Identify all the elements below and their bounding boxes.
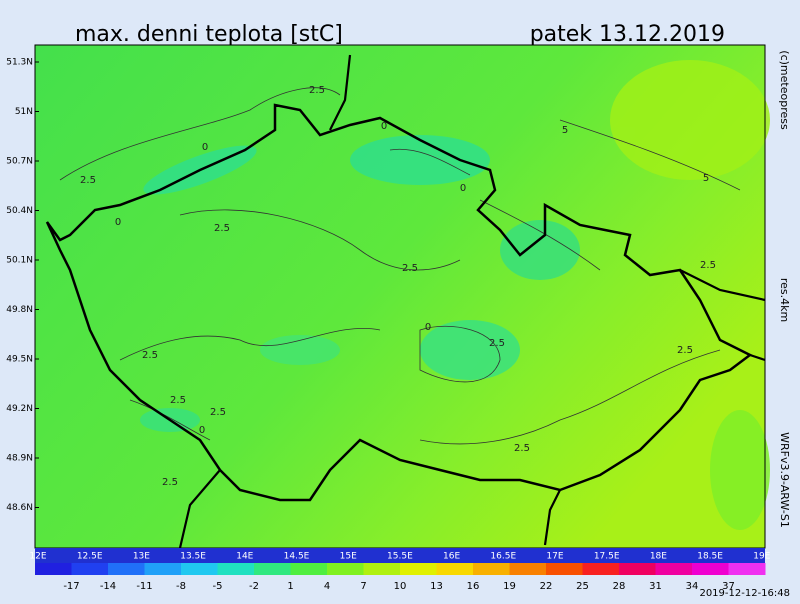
lon-label: 13.5E: [180, 552, 206, 562]
colorbar-label: 16: [467, 581, 480, 592]
contour-label: 0: [199, 425, 205, 436]
colorbar-label: 28: [613, 581, 626, 592]
colorbar-segment: [728, 563, 766, 575]
lat-label: 51N: [15, 107, 33, 117]
colorbar-segment: [509, 563, 547, 575]
neighbour-borders: [178, 54, 766, 549]
colorbar-segment: [71, 563, 109, 575]
colorbar-segment: [181, 563, 218, 575]
colorbar-label: 19: [503, 581, 516, 592]
colorbar-label: 34: [686, 581, 699, 592]
timestamp: 2019-12-12-16:48: [699, 588, 790, 599]
resolution: res.4km: [778, 278, 791, 322]
colorbar-label: 13: [430, 581, 443, 592]
colorbar-segment: [108, 563, 145, 575]
colorbar-segment: [327, 563, 364, 575]
colorbar-segment: [655, 563, 693, 575]
colorbar-label: -2: [249, 581, 259, 592]
contour-label: 5: [562, 125, 568, 136]
contour-label: 2.5: [700, 260, 716, 271]
model-name: WRFv3.9-ARW-S1: [778, 432, 791, 528]
contour-label: 0: [202, 142, 208, 153]
colorbar-label: 4: [324, 581, 330, 592]
lon-label: 14.5E: [284, 552, 310, 562]
map-title: max. denni teplota [stC]: [75, 22, 343, 47]
colorbar-segment: [400, 563, 437, 575]
colorbar-segment: [582, 563, 620, 575]
colorbar-segment: [546, 563, 583, 575]
lon-label: 15.5E: [387, 552, 413, 562]
lon-label: 16E: [443, 552, 460, 562]
contour-label: 0: [425, 322, 431, 333]
lon-label: 12E: [29, 552, 46, 562]
lon-label: 12.5E: [77, 552, 103, 562]
colorbar-segment: [436, 563, 474, 575]
lat-label: 50.7N: [6, 157, 33, 167]
lon-label: 19E: [753, 552, 770, 562]
colorbar-label: -8: [176, 581, 186, 592]
colorbar-label: -5: [213, 581, 223, 592]
contour-label: 0: [381, 121, 387, 132]
colorbar-label: -11: [136, 581, 152, 592]
colorbar-segment: [619, 563, 656, 575]
colorbar-segment: [217, 563, 255, 575]
colorbar-segment: [254, 563, 291, 575]
lon-label: 18.5E: [697, 552, 723, 562]
contour-label: 2.5: [214, 223, 230, 234]
copyright: (c)meteopress: [778, 50, 791, 130]
lat-label: 48.6N: [6, 503, 33, 513]
lon-label: 15E: [340, 552, 357, 562]
contour-label: 2.5: [309, 85, 325, 96]
contour-label: 2.5: [80, 175, 96, 186]
colorbar-segment: [473, 563, 510, 575]
lon-label: 13E: [133, 552, 150, 562]
colorbar-label: 31: [649, 581, 662, 592]
lon-label: 14E: [236, 552, 253, 562]
lat-label: 50.1N: [6, 256, 33, 266]
contour-label: 0: [460, 183, 466, 194]
contour-label: 2.5: [210, 407, 226, 418]
colorbar-segment: [144, 563, 182, 575]
map-date: patek 13.12.2019: [530, 22, 725, 47]
colorbar-label: 37: [722, 581, 735, 592]
contour-label: 5: [703, 173, 709, 184]
lon-label: 17.5E: [594, 552, 620, 562]
contour-label: 0: [115, 217, 121, 228]
lat-label: 51.3N: [6, 58, 33, 68]
colorbar-label: 22: [540, 581, 553, 592]
colorbar-segment: [35, 563, 72, 575]
lat-label: 49.2N: [6, 404, 33, 414]
contour-label: 2.5: [162, 477, 178, 488]
colorbar-segment: [363, 563, 401, 575]
colorbar-segment: [290, 563, 328, 575]
lon-label: 18E: [650, 552, 667, 562]
colorbar-label: -17: [63, 581, 79, 592]
lon-label: 17E: [546, 552, 563, 562]
contour-label: 2.5: [489, 338, 505, 349]
colorbar-label: 1: [287, 581, 293, 592]
colorbar-segment: [692, 563, 729, 575]
lat-label: 49.5N: [6, 355, 33, 365]
contour-label: 2.5: [170, 395, 186, 406]
lat-label: 49.8N: [6, 305, 33, 315]
lat-label: 50.4N: [6, 206, 33, 216]
colorbar-label: 7: [360, 581, 366, 592]
colorbar-label: 25: [576, 581, 589, 592]
contours: [59, 87, 741, 445]
lon-band: [35, 548, 765, 563]
colorbar-label: -14: [100, 581, 116, 592]
contour-label: 2.5: [514, 443, 530, 454]
lon-label: 16.5E: [490, 552, 516, 562]
colorbar-label: 10: [394, 581, 407, 592]
lat-label: 48.9N: [6, 454, 33, 464]
contour-label: 2.5: [142, 350, 158, 361]
contour-label: 2.5: [402, 263, 418, 274]
contour-label: 2.5: [677, 345, 693, 356]
